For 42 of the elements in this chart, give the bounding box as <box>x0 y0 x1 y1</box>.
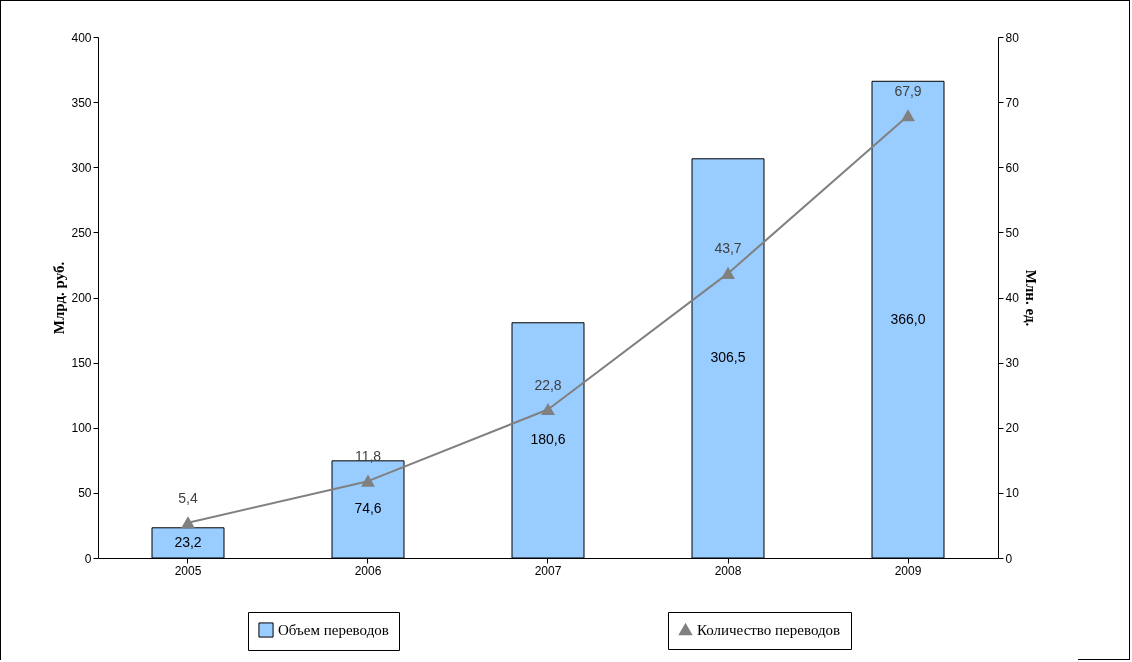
y-tick-label: 300 <box>71 160 92 175</box>
y2-tick-label: 20 <box>1005 421 1020 436</box>
y-axis-title: Млрд. руб. <box>51 261 68 335</box>
data-label: 22,8 <box>534 376 562 393</box>
x-tick-label: 2009 <box>894 563 922 578</box>
y2-axis-title: Млн. ед. <box>1022 269 1039 327</box>
y2-tick-label: 80 <box>1005 30 1020 45</box>
y-tick-label: 350 <box>71 95 92 110</box>
y2-tick-label: 40 <box>1005 291 1020 305</box>
y-tick-label: 100 <box>71 421 92 436</box>
y-tick-label: 150 <box>71 356 92 371</box>
legend-label: Количество переводов <box>697 621 841 638</box>
data-label: 23,2 <box>174 533 202 550</box>
point <box>541 403 555 416</box>
x-tick-label: 2006 <box>354 563 382 578</box>
y2-tick-label: 0 <box>1005 551 1013 566</box>
y-tick-label: 50 <box>78 486 92 501</box>
data-label: 180,6 <box>530 431 566 448</box>
x-tick-label: 2005 <box>174 563 202 578</box>
y-tick-label: 250 <box>71 225 92 240</box>
data-label: 43,7 <box>714 240 742 257</box>
point <box>361 475 375 487</box>
y-tick-label: 0 <box>84 551 92 566</box>
x-tick-label: 2008 <box>714 563 742 578</box>
point <box>181 517 195 529</box>
data-label: 5,4 <box>178 489 198 506</box>
point <box>721 267 735 279</box>
y2-tick-label: 60 <box>1005 160 1020 175</box>
data-label: 366,0 <box>890 310 926 327</box>
data-label: 67,9 <box>894 82 922 99</box>
legend-label: Объем переводов <box>278 622 389 638</box>
point <box>901 110 915 122</box>
y-tick-label: 400 <box>71 30 92 45</box>
y2-tick-label: 50 <box>1005 225 1020 240</box>
data-label: 11,8 <box>354 448 382 465</box>
data-label: 74,6 <box>354 500 382 517</box>
y-tick-label: 200 <box>71 291 92 305</box>
y2-tick-label: 70 <box>1005 95 1020 110</box>
data-label: 306,5 <box>710 349 746 366</box>
y2-tick-label: 10 <box>1005 486 1020 501</box>
y2-tick-label: 30 <box>1005 356 1020 371</box>
x-tick-label: 2007 <box>534 563 562 578</box>
